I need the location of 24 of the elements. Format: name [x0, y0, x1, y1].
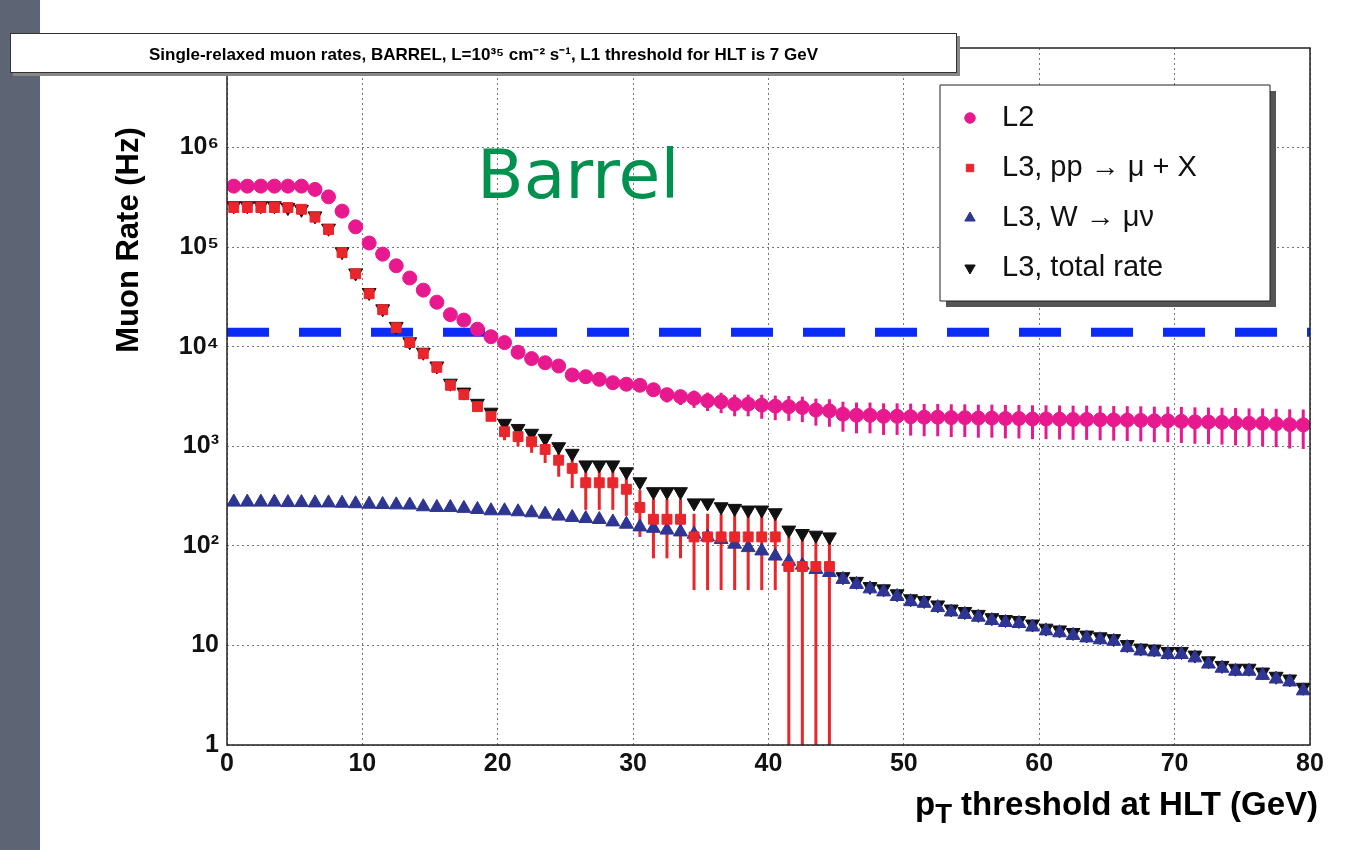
- y-tick-label: 10³: [182, 430, 219, 459]
- y-tick-label: 10⁴: [178, 330, 219, 359]
- x-axis-title: p$_{T}$ threshold at HLT (GeV): [914, 785, 1318, 830]
- x-tick-label: 80: [1296, 747, 1324, 776]
- legend-label: L2: [1002, 100, 1035, 132]
- x-tick-label: 70: [1160, 747, 1189, 776]
- y-tick-label: 1: [205, 728, 220, 757]
- x-tick-label: 50: [889, 747, 918, 776]
- annotation: Barrel: [477, 135, 680, 214]
- y-axis-title: Muon Rate (Hz): [110, 127, 146, 353]
- legend-label: L3, total rate: [1002, 250, 1164, 282]
- x-tick-label: 30: [619, 747, 648, 776]
- x-tick-label: 40: [754, 747, 783, 776]
- x-tick-label: 0: [220, 747, 234, 776]
- legend-label: L3, W → μν: [1002, 200, 1155, 232]
- x-tick-label: 10: [348, 747, 377, 776]
- title-box: Single-relaxed muon rates, BARREL, L=10³⁵ cm⁻² s⁻¹, L1 threshold for HLT is 7 GeV: [10, 33, 957, 73]
- y-tick-label: 10⁵: [179, 231, 219, 260]
- legend-label: L3, pp → μ + X: [1002, 150, 1197, 182]
- x-tick-label: 60: [1025, 747, 1054, 776]
- y-tick-label: 10²: [182, 529, 219, 558]
- x-tick-label: 20: [483, 747, 512, 776]
- y-tick-label: 10: [191, 629, 219, 658]
- y-tick-label: 10⁶: [179, 131, 219, 160]
